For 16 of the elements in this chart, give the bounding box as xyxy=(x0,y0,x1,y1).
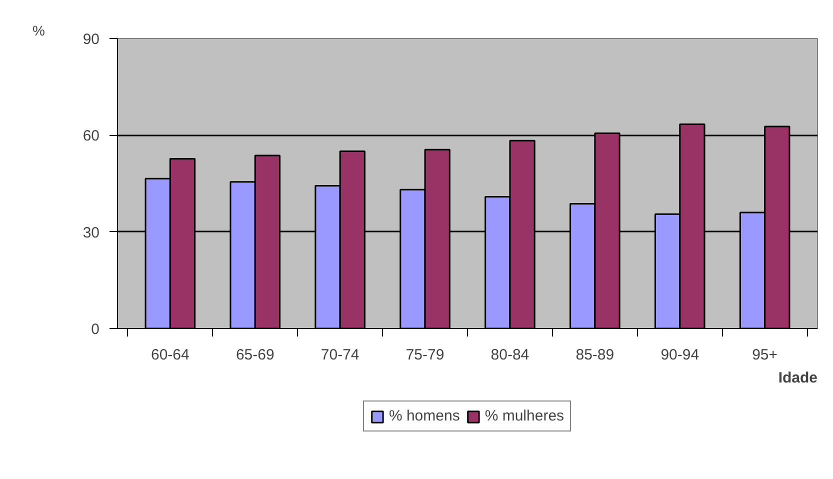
x-axis-title: Idade xyxy=(778,370,818,386)
x-tick-label: 65-69 xyxy=(236,346,274,364)
legend-label: % mulheres xyxy=(484,408,564,424)
y-axis-title: % xyxy=(32,22,45,38)
y-tick-label: 0 xyxy=(91,321,100,338)
y-tick-label: 60 xyxy=(82,128,100,145)
x-tick-label: 85-89 xyxy=(576,346,614,364)
y-tick-label: 90 xyxy=(82,31,100,48)
x-tick-label: 90-94 xyxy=(660,346,700,364)
x-tick-label: 70-74 xyxy=(320,346,360,364)
x-tick-label: 80-84 xyxy=(490,346,530,364)
x-tick-label: 60-64 xyxy=(150,346,190,364)
x-tick-label: 95+ xyxy=(752,346,778,364)
y-tick-label: 30 xyxy=(82,224,100,242)
legend-label: % homens xyxy=(388,408,460,424)
x-tick-label: 75-79 xyxy=(406,346,444,364)
